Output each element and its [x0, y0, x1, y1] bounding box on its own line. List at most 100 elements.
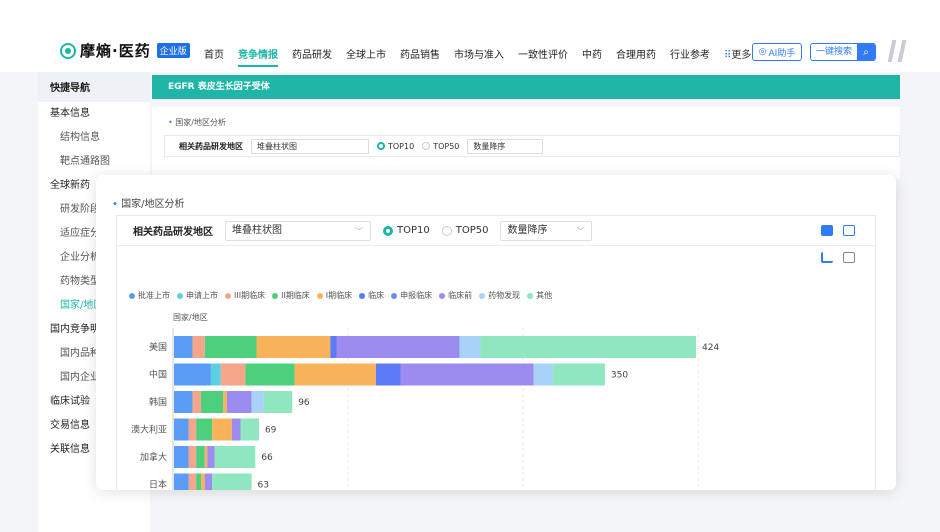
bar-total-label: 66: [261, 453, 273, 463]
bar-segment[interactable]: [231, 418, 241, 441]
bar-segment[interactable]: [174, 446, 189, 468]
nav-item-4[interactable]: 药品销售: [400, 46, 440, 61]
bar-segment[interactable]: [459, 336, 481, 358]
top-header: 摩熵·医药 企业版 首页 竞争情报 药品研发 全球上市 药品销售 市场与准入 一致性评价 中药…: [0, 0, 940, 72]
bar-segment[interactable]: [204, 336, 257, 358]
sidebar-item-10[interactable]: 国内品种分: [60, 348, 110, 359]
bar-segment[interactable]: [263, 391, 293, 413]
nav-item-3[interactable]: 全球上市: [346, 46, 386, 61]
bar-segment[interactable]: [245, 363, 295, 386]
search-icon[interactable]: ⌕: [857, 44, 876, 60]
bar-segment[interactable]: [251, 391, 264, 413]
chart-type-select-bg[interactable]: 堆叠柱状图: [251, 138, 369, 154]
bar-segment[interactable]: [226, 391, 252, 413]
bar-segment[interactable]: [210, 363, 221, 386]
bar-segment[interactable]: [174, 473, 189, 491]
nav-item-10[interactable]: ⠿更多: [724, 46, 751, 61]
radio-top10[interactable]: TOP10: [383, 225, 430, 236]
sort-select[interactable]: 数量降序 ﹀: [500, 220, 593, 241]
nav-item-7[interactable]: 中药: [582, 46, 602, 61]
sidebar-item-5[interactable]: 适应症分布: [60, 228, 110, 239]
bar-segment[interactable]: [330, 336, 337, 358]
legend-item-3[interactable]: II期临床: [272, 290, 310, 301]
sidebar-item-2[interactable]: 靶点通路图: [60, 156, 110, 167]
bar-segment[interactable]: [174, 391, 193, 413]
quick-search[interactable]: 一键搜索 ⌕: [810, 43, 877, 61]
nav-item-8[interactable]: 合理用药: [616, 46, 656, 61]
nav-item-0[interactable]: 首页: [204, 46, 224, 61]
bar-segment[interactable]: [192, 336, 205, 358]
bar-segment[interactable]: [256, 336, 331, 358]
bar-segment[interactable]: [201, 473, 205, 491]
table-view-icon[interactable]: [843, 252, 855, 263]
legend-item-7[interactable]: 临床前: [439, 290, 472, 301]
legend-item-8[interactable]: 药物发现: [479, 290, 520, 301]
sidebar-item-13[interactable]: 交易信息: [50, 420, 90, 431]
bar-segment[interactable]: [212, 473, 252, 491]
bar-segment[interactable]: [533, 363, 554, 386]
bar-segment[interactable]: [212, 418, 232, 441]
bar-segment[interactable]: [196, 418, 213, 441]
bar-segment[interactable]: [240, 418, 259, 441]
sidebar-item-12[interactable]: 临床试验: [50, 396, 90, 407]
bar-segment[interactable]: [207, 446, 215, 468]
nav-item-2[interactable]: 药品研发: [292, 46, 332, 61]
ai-assistant-button[interactable]: ◎ AI助手: [752, 43, 802, 61]
brand-logo[interactable]: 摩熵·医药 企业版: [60, 40, 190, 61]
sidebar-item-1[interactable]: 结构信息: [60, 132, 100, 143]
main-nav: 首页 竞争情报 药品研发 全球上市 药品销售 市场与准入 一致性评价 中药 合理用药 行业参考 ⠿更…: [204, 46, 751, 67]
sidebar-item-3[interactable]: 全球新药: [50, 180, 90, 191]
image-export-icon[interactable]: [843, 225, 855, 236]
legend-item-1[interactable]: 申请上市: [177, 290, 218, 301]
sidebar-item-4[interactable]: 研发阶段分: [60, 204, 110, 215]
bar-segment[interactable]: [174, 418, 189, 441]
bar-segment[interactable]: [188, 473, 197, 491]
bar-segment[interactable]: [294, 363, 376, 386]
bar-segment[interactable]: [192, 391, 202, 413]
radio-top50[interactable]: TOP50: [441, 225, 488, 236]
chart-type-select[interactable]: 堆叠柱状图 ﹀: [225, 220, 371, 241]
sidebar-item-0[interactable]: 基本信息: [50, 108, 90, 119]
bar-chart-icon[interactable]: [821, 252, 833, 263]
nav-item-1[interactable]: 竞争情报: [238, 46, 278, 67]
sidebar-item-8[interactable]: 国家/地区: [60, 300, 104, 311]
bar-segment[interactable]: [480, 336, 696, 358]
ai-label: AI助手: [768, 48, 796, 59]
sort-select-bg[interactable]: 数量降序: [467, 138, 544, 154]
bar-segment[interactable]: [220, 363, 246, 386]
nav-item-5[interactable]: 市场与准入: [454, 46, 504, 61]
legend-item-2[interactable]: III期临床: [225, 290, 265, 301]
excel-export-icon[interactable]: [821, 225, 833, 236]
legend-item-4[interactable]: I期临床: [316, 290, 352, 301]
bar-segment[interactable]: [196, 446, 205, 468]
sidebar-item-14[interactable]: 关联信息: [50, 444, 90, 455]
bar-segment[interactable]: [201, 391, 224, 413]
radio-top10-bg[interactable]: TOP10: [377, 142, 414, 151]
legend-label: III期临床: [234, 291, 266, 300]
bar-segment[interactable]: [223, 391, 227, 413]
legend-item-0[interactable]: 批准上市: [129, 290, 170, 301]
bar-segment[interactable]: [400, 363, 534, 386]
nav-item-6[interactable]: 一致性评价: [518, 46, 568, 61]
legend-item-5[interactable]: 临床: [359, 290, 384, 301]
bar-segment[interactable]: [204, 473, 213, 491]
bar-segment[interactable]: [188, 418, 197, 441]
bar-segment[interactable]: [204, 446, 208, 468]
bar-segment[interactable]: [196, 473, 202, 491]
sidebar-item-7[interactable]: 药物类型分: [60, 276, 110, 287]
sidebar-item-11[interactable]: 国内企业分: [60, 372, 110, 383]
radio-top50-bg[interactable]: TOP50: [422, 142, 459, 151]
legend-item-9[interactable]: 其他: [527, 290, 552, 301]
bar-segment[interactable]: [188, 446, 197, 468]
bar-segment[interactable]: [214, 446, 256, 468]
legend-item-6[interactable]: 申报临床: [391, 290, 432, 301]
bar-segment[interactable]: [553, 363, 605, 386]
bar-segment[interactable]: [336, 336, 460, 358]
sidebar-item-6[interactable]: 企业分析: [60, 252, 100, 263]
nav-item-9[interactable]: 行业参考: [670, 46, 710, 61]
bar-segment[interactable]: [174, 336, 193, 358]
sidebar-item-9[interactable]: 国内竞争明细: [50, 324, 110, 335]
chart-type-value: 堆叠柱状图: [232, 224, 282, 236]
bar-segment[interactable]: [174, 363, 211, 386]
bar-segment[interactable]: [375, 363, 401, 386]
